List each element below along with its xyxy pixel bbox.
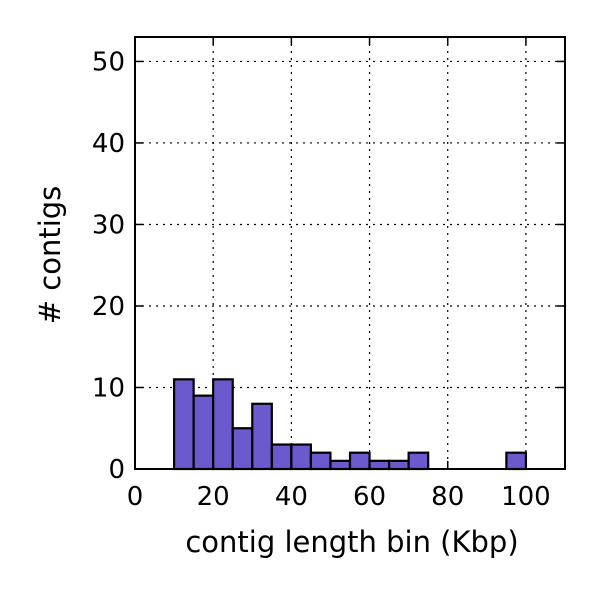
histogram-bar [270, 443, 293, 471]
x-tick-label: 20 [197, 482, 230, 512]
histogram-bar [290, 443, 313, 471]
y-tick-label: 40 [92, 129, 125, 159]
histogram-bar [368, 459, 391, 471]
x-tick-label: 40 [275, 482, 308, 512]
grid-lines [135, 37, 565, 469]
histogram-bar [407, 451, 430, 471]
plot-frame [134, 36, 566, 470]
histogram-bar [172, 378, 195, 471]
x-tick-labels: 0 20 40 60 80 100 [127, 482, 551, 512]
x-tick-label: 60 [353, 482, 386, 512]
histogram-bar [505, 451, 528, 471]
histogram-bar [329, 459, 352, 471]
x-axis-label: contig length bin (Kbp) [185, 525, 518, 559]
histogram-bar [212, 378, 234, 471]
y-tick-label: 30 [92, 210, 125, 240]
axis-ticks [134, 37, 565, 470]
histogram-bar [192, 394, 215, 471]
y-tick-label: 50 [92, 47, 125, 77]
histogram-bar [309, 451, 332, 471]
y-tick-label: 10 [92, 373, 125, 403]
y-tick-label: 0 [108, 455, 125, 485]
histogram-bar [251, 402, 273, 471]
histogram-bar [231, 427, 254, 471]
histogram-bars [172, 378, 528, 471]
x-tick-label: 80 [431, 482, 464, 512]
histogram-bar [348, 451, 371, 471]
y-axis-label: # contigs [33, 186, 67, 325]
histogram-bar [387, 459, 410, 471]
x-tick-label: 100 [501, 482, 551, 512]
y-tick-label: 20 [92, 292, 125, 322]
y-tick-labels: 0 10 20 30 40 50 [92, 47, 125, 485]
x-tick-label: 0 [127, 482, 144, 512]
